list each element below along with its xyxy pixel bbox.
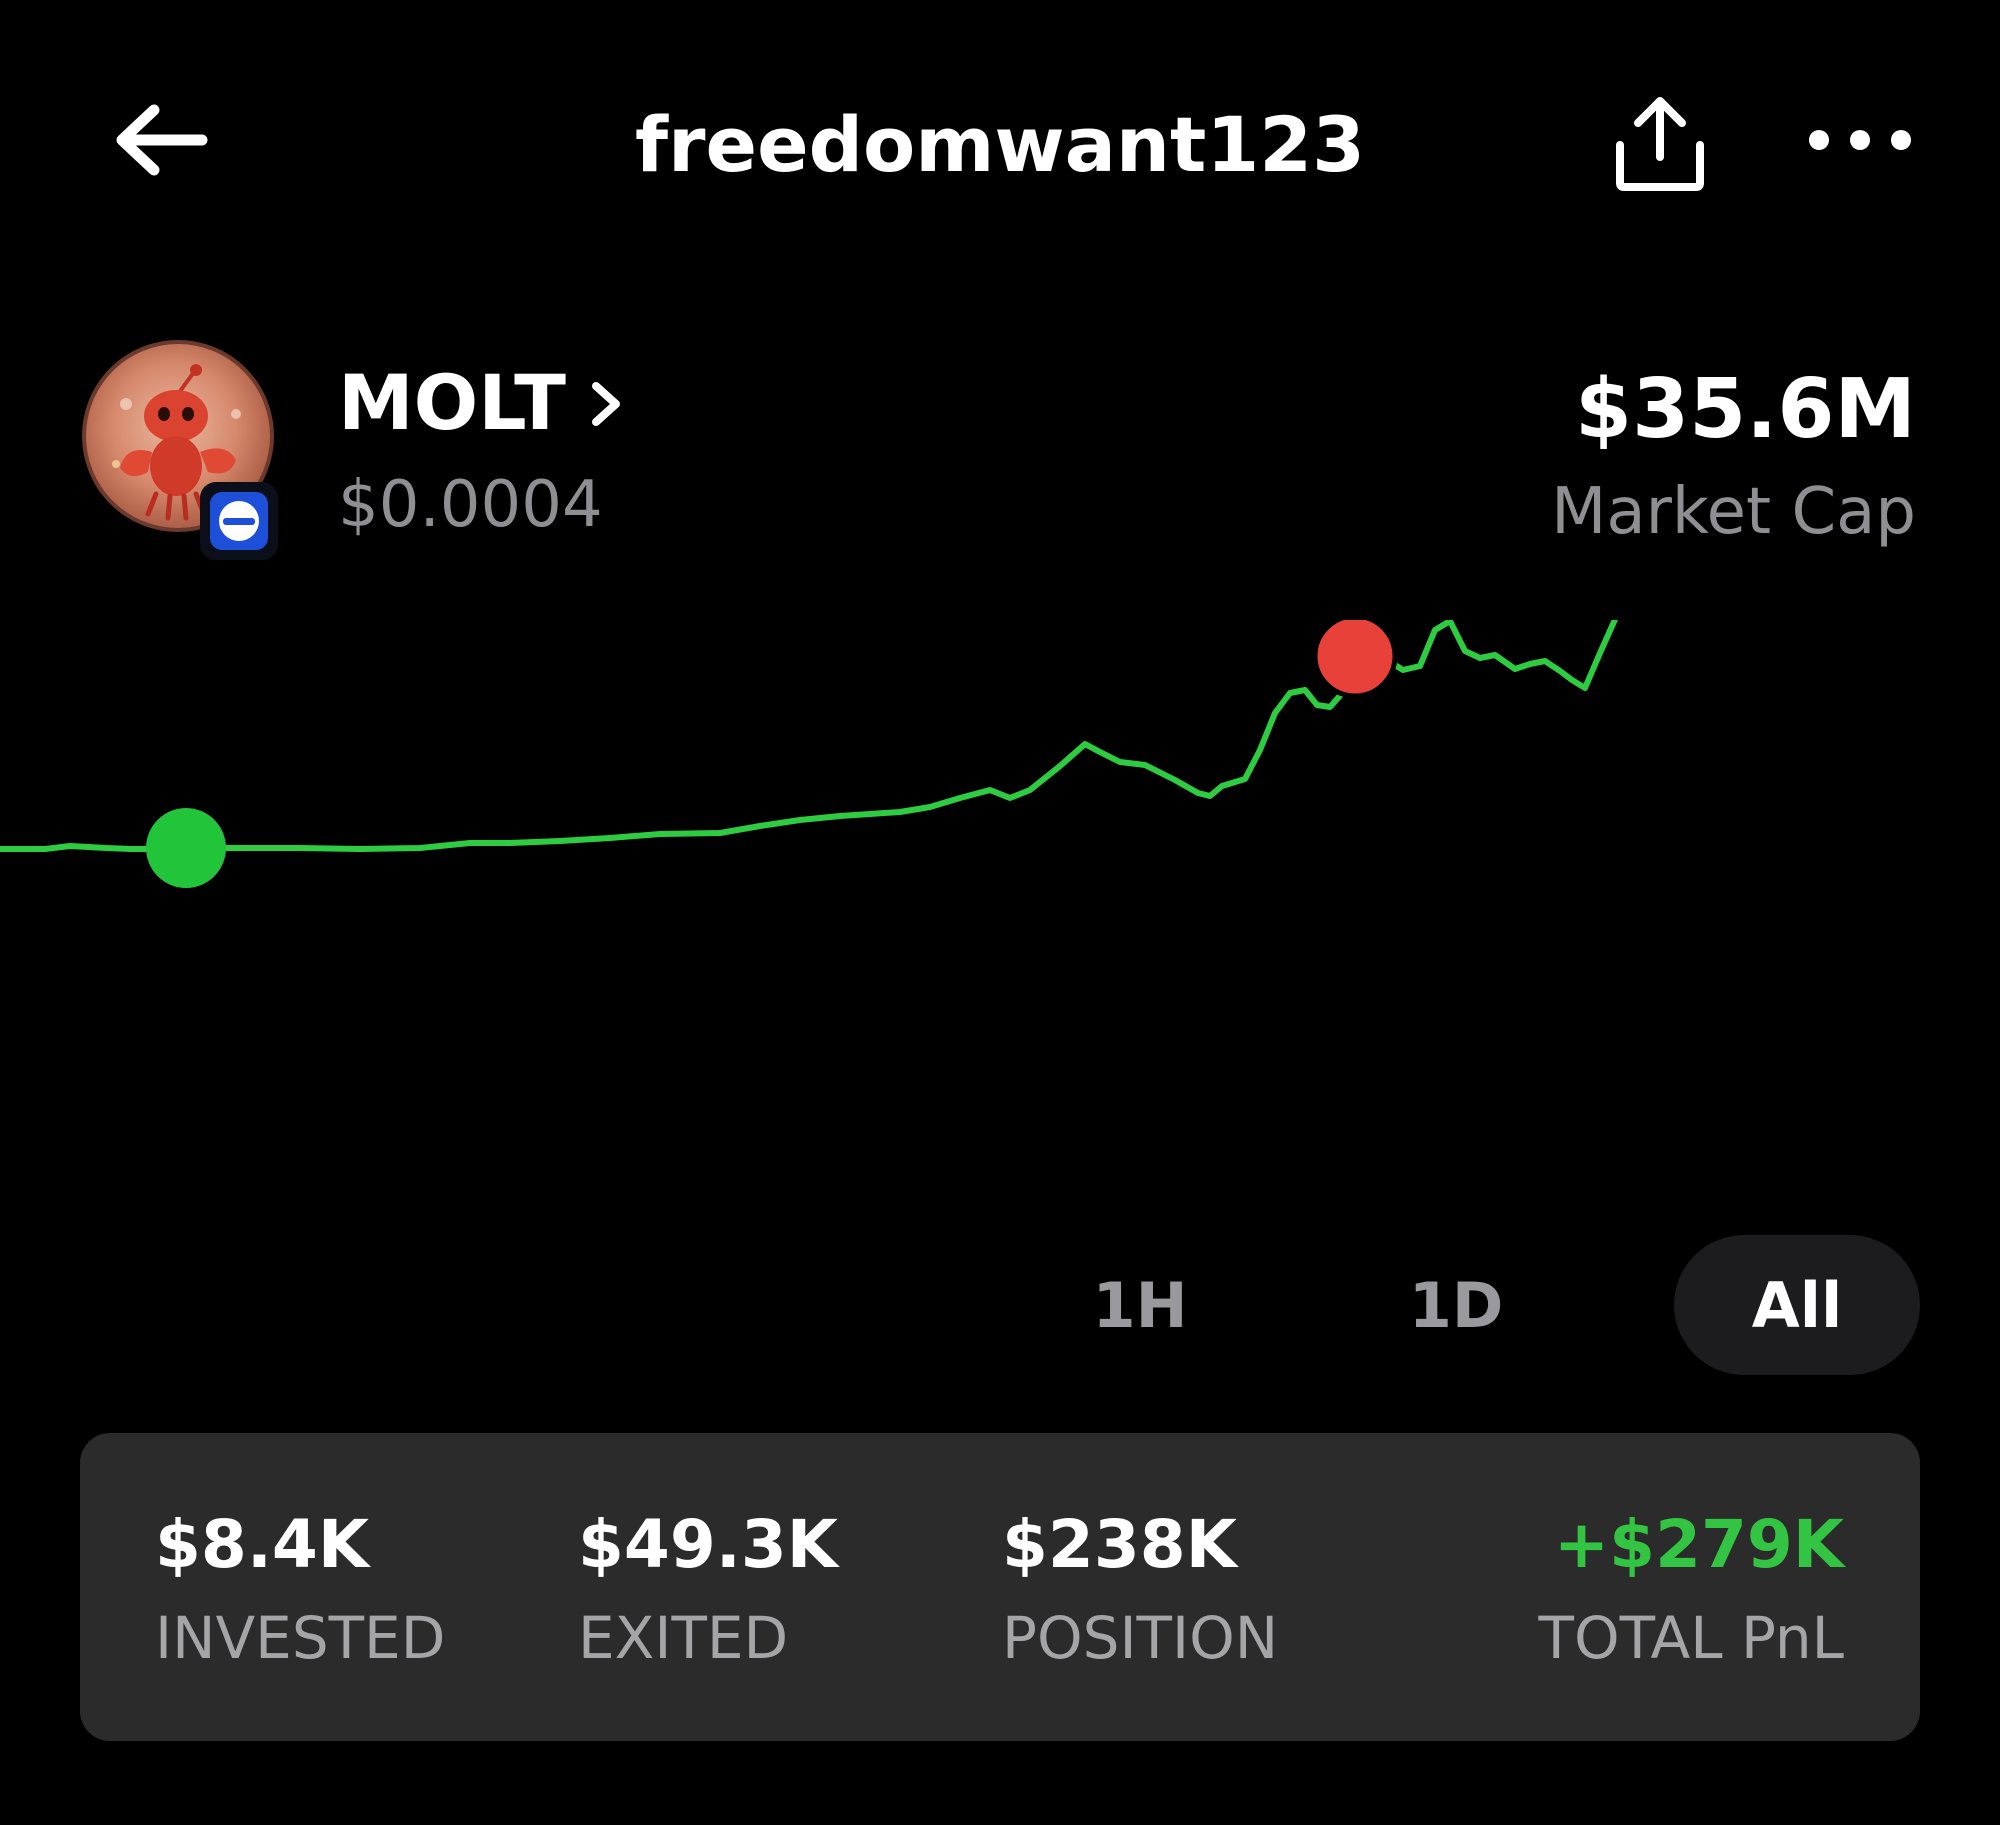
token-avatar[interactable]: [82, 340, 274, 532]
sell-marker[interactable]: [1312, 620, 1398, 699]
page-title: freedomwant123: [634, 100, 1365, 189]
price-line: [0, 620, 1678, 852]
position-label: POSITION: [1002, 1604, 1279, 1672]
chevron-right-icon[interactable]: [582, 368, 632, 438]
share-icon: [1616, 97, 1704, 191]
stats-card: [80, 1433, 1920, 1741]
more-horizontal-icon: [1809, 130, 1911, 150]
market-cap-label: Market Cap: [1551, 475, 1916, 549]
tab-1d[interactable]: 1D: [1408, 1268, 1504, 1342]
chain-badge-icon: [210, 492, 268, 550]
invested-label: INVESTED: [155, 1604, 446, 1672]
token-name[interactable]: MOLT: [338, 358, 566, 447]
tab-1h[interactable]: 1H: [1092, 1268, 1188, 1342]
chain-badge: [200, 482, 278, 560]
exited-label: EXITED: [578, 1604, 789, 1672]
share-button[interactable]: [1600, 90, 1720, 200]
token-price: $0.0004: [338, 468, 603, 542]
more-button[interactable]: [1790, 100, 1930, 180]
buy-marker[interactable]: [146, 808, 226, 888]
invested-value: $8.4K: [155, 1506, 369, 1583]
position-value: $238K: [1002, 1506, 1237, 1583]
chart-markers: [146, 620, 1398, 888]
exited-value: $49.3K: [578, 1506, 838, 1583]
price-chart[interactable]: [0, 620, 2000, 1160]
chart-lines: [0, 620, 1678, 852]
total-pnl-label: TOTAL PnL: [1538, 1604, 1844, 1672]
back-button[interactable]: [100, 90, 220, 190]
tab-all[interactable]: All: [1674, 1235, 1920, 1375]
lobster-avatar-icon: [112, 364, 241, 521]
market-cap-value: $35.6M: [1575, 362, 1916, 457]
arrow-left-icon: [116, 104, 208, 176]
total-pnl-value: +$279K: [1553, 1506, 1844, 1583]
